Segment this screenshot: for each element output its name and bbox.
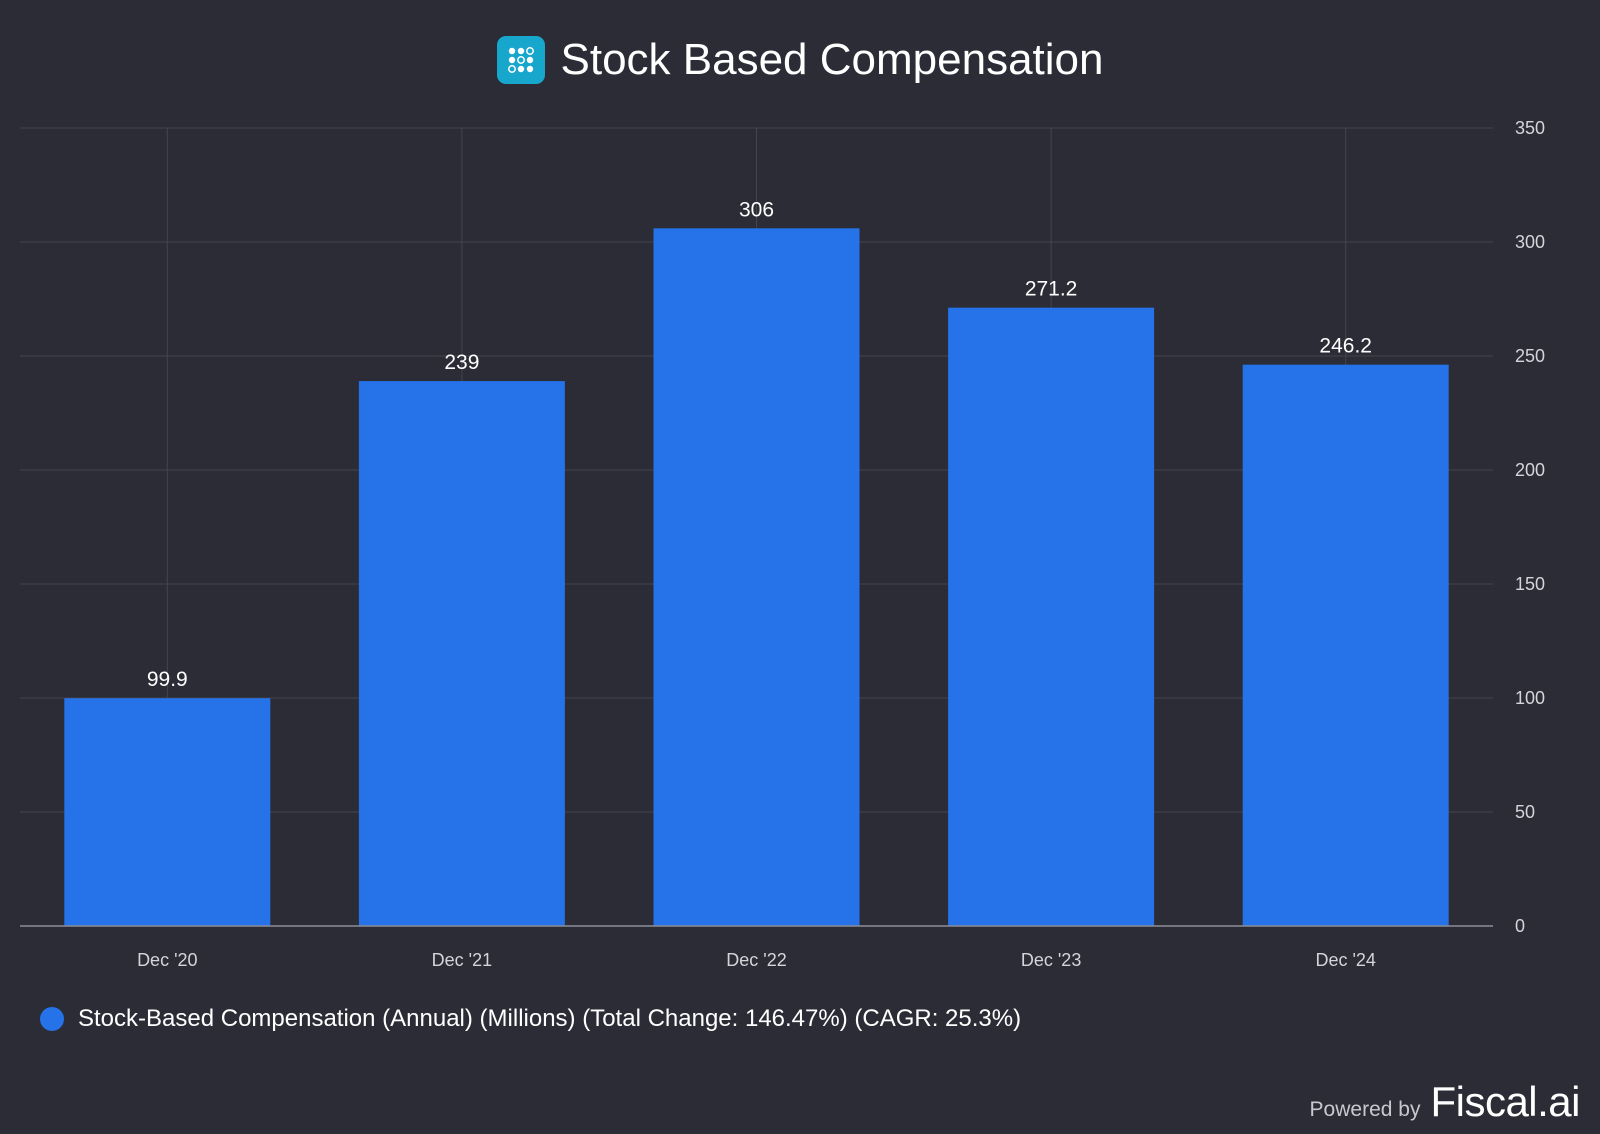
bar [358, 381, 565, 927]
bar-data-label: 99.9 [147, 668, 188, 691]
chart-header: Stock Based Compensation [0, 28, 1600, 92]
y-tick-label: 350 [1515, 118, 1545, 138]
bar-data-label: 239 [444, 351, 479, 374]
bar-data-label: 246.2 [1319, 335, 1372, 358]
bar-data-label: 306 [739, 198, 774, 221]
y-tick-label: 300 [1515, 232, 1545, 252]
brand-name: Fiscal.ai [1430, 1078, 1580, 1125]
x-tick-label: Dec '21 [432, 950, 492, 970]
legend-label: Stock-Based Compensation (Annual) (Milli… [78, 1005, 1022, 1032]
chart-title: Stock Based Compensation [560, 35, 1104, 84]
y-tick-label: 50 [1515, 802, 1535, 822]
legend-swatch [40, 1007, 64, 1031]
x-tick-label: Dec '24 [1315, 950, 1375, 970]
chart-legend[interactable]: Stock-Based Compensation (Annual) (Milli… [40, 1005, 1021, 1033]
y-tick-label: 250 [1515, 346, 1545, 366]
bar [948, 307, 1155, 926]
y-tick-label: 0 [1515, 916, 1525, 936]
x-tick-label: Dec '23 [1021, 950, 1081, 970]
bar [64, 698, 271, 926]
powered-by-footer: Powered by Fiscal.ai [1309, 1078, 1581, 1126]
bar-chart: 0 50 100 150 200 250 300 350 Dec '20 Dec '21 Dec '… [20, 118, 1545, 970]
y-tick-label: 200 [1515, 460, 1545, 480]
bar [1242, 364, 1449, 926]
y-tick-label: 100 [1515, 688, 1545, 708]
bar [653, 228, 860, 926]
bar-data-label: 271.2 [1025, 278, 1078, 301]
y-tick-label: 150 [1515, 574, 1545, 594]
powered-by-text: Powered by [1309, 1098, 1421, 1121]
dot-grid-logo-icon [496, 36, 545, 84]
x-tick-label: Dec '20 [137, 950, 197, 970]
x-tick-label: Dec '22 [726, 950, 786, 970]
